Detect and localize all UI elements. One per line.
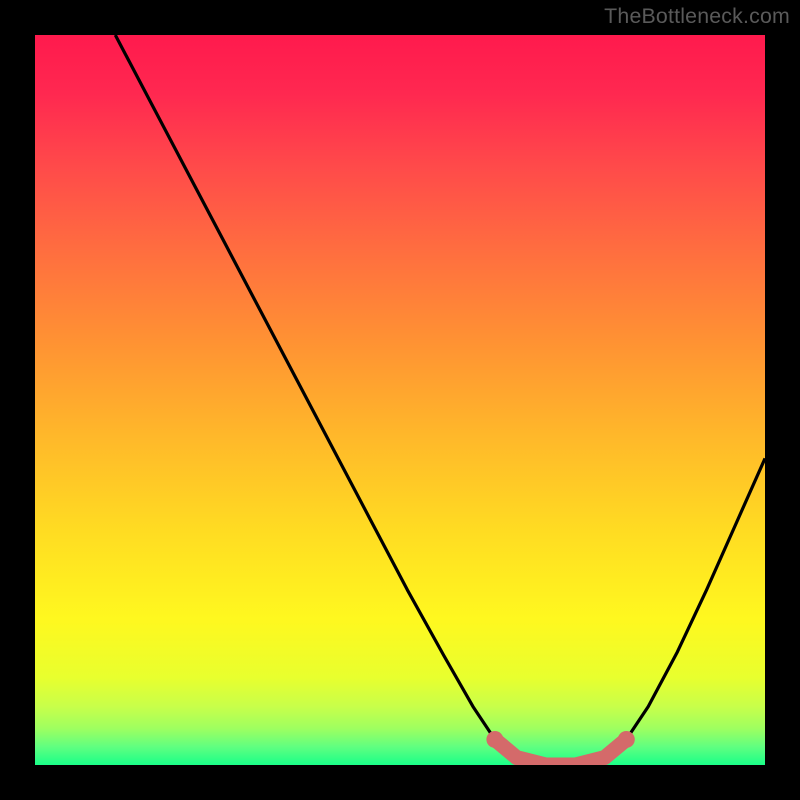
optimal-range-marker <box>495 739 626 765</box>
watermark-text: TheBottleneck.com <box>604 4 790 29</box>
plot-area <box>35 35 765 765</box>
marker-end-dot <box>618 731 635 748</box>
curve-layer <box>35 35 765 765</box>
bottleneck-curve <box>115 35 765 765</box>
chart-container: TheBottleneck.com <box>0 0 800 800</box>
marker-start-dot <box>486 731 503 748</box>
